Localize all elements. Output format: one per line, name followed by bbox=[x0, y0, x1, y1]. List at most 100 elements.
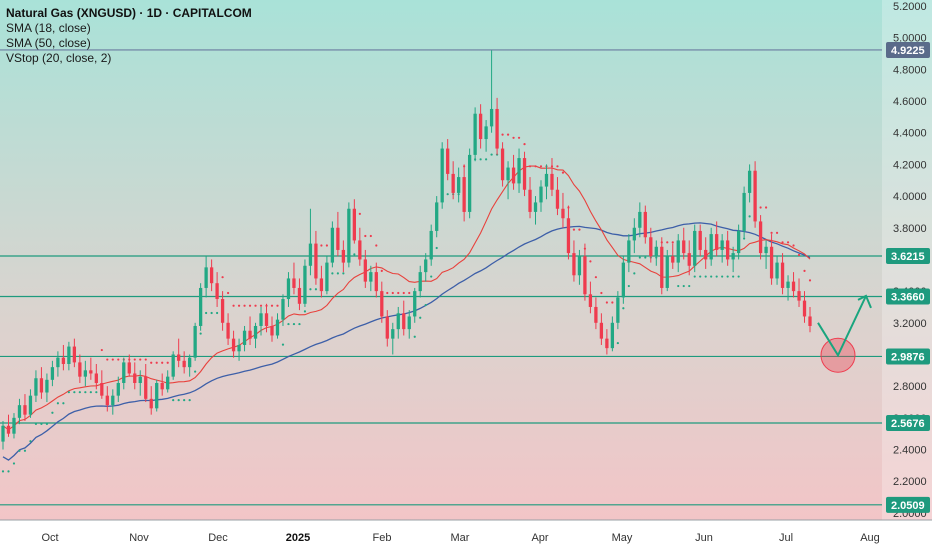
vstop-dot bbox=[232, 304, 235, 307]
vstop-dot bbox=[764, 206, 768, 209]
y-tick-label: 3.8000 bbox=[893, 223, 927, 235]
candle-body bbox=[632, 227, 636, 241]
candle-body bbox=[308, 243, 313, 266]
x-tick-label-2025: 2025 bbox=[286, 532, 310, 544]
y-tick-label: 4.6000 bbox=[893, 96, 927, 108]
candle-body bbox=[769, 246, 774, 279]
candle-body bbox=[358, 240, 362, 260]
projection-arrowhead bbox=[857, 294, 872, 309]
candle-body bbox=[462, 177, 466, 212]
candle-body bbox=[220, 299, 225, 323]
candle-body bbox=[374, 272, 378, 292]
x-tick-label-jun: Jun bbox=[695, 532, 713, 544]
vstop-dot bbox=[561, 171, 565, 174]
candle-body bbox=[138, 376, 142, 383]
candle-body bbox=[704, 249, 708, 260]
candle-body bbox=[555, 189, 560, 209]
candle-body bbox=[413, 291, 417, 317]
candle-body bbox=[478, 113, 483, 140]
y-tick-label: 2.4000 bbox=[893, 445, 927, 457]
candle-body bbox=[665, 256, 669, 288]
candle-body bbox=[83, 370, 87, 377]
price-tag bbox=[886, 288, 930, 305]
vstop-dot bbox=[775, 231, 779, 234]
candle-body bbox=[116, 382, 120, 396]
vstop-dot bbox=[1, 470, 5, 473]
vstop-dot bbox=[413, 335, 416, 338]
candle-body bbox=[610, 322, 615, 349]
candle-body bbox=[467, 154, 472, 212]
price-tag-label: 3.6215 bbox=[891, 251, 925, 263]
vstop-dot bbox=[12, 462, 16, 465]
candle-body bbox=[797, 291, 801, 301]
candle-body bbox=[385, 316, 389, 339]
candle-body bbox=[742, 192, 746, 231]
candle-body bbox=[270, 325, 274, 336]
vstop-dot bbox=[710, 275, 713, 278]
candles bbox=[1, 50, 812, 450]
candle-body bbox=[550, 173, 554, 190]
y-tick-label: 4.8000 bbox=[893, 64, 927, 76]
vstop-dot bbox=[704, 275, 707, 278]
candle-body bbox=[188, 357, 192, 368]
x-tick-label-nov: Nov bbox=[129, 532, 149, 544]
candle-body bbox=[177, 354, 181, 361]
candle-body bbox=[715, 234, 719, 250]
chart-legend: Natural Gas (XNGUSD) · 1D · CAPITALCOM S… bbox=[6, 6, 252, 66]
candle-body bbox=[39, 378, 44, 393]
candle-body bbox=[577, 256, 582, 276]
candle-body bbox=[171, 354, 175, 377]
vstop-dot bbox=[424, 303, 427, 307]
legend-sma18: SMA (18, close) bbox=[6, 21, 91, 35]
candle-body bbox=[275, 319, 280, 336]
candle-body bbox=[330, 227, 335, 263]
vstop-dot bbox=[281, 343, 285, 346]
vstop-dot bbox=[808, 279, 812, 282]
vstop-dot bbox=[216, 311, 219, 315]
candle-body bbox=[506, 167, 510, 181]
vstop-dot bbox=[726, 275, 729, 278]
vstop-dot bbox=[45, 422, 49, 425]
x-tick-label-apr: Apr bbox=[531, 532, 548, 544]
candle-body bbox=[133, 373, 137, 383]
projection-arrow bbox=[817, 294, 872, 373]
vstop-dot bbox=[534, 165, 537, 168]
vstop-dot bbox=[34, 422, 38, 425]
vstop-dot bbox=[638, 256, 641, 259]
candle-body bbox=[605, 338, 609, 349]
vstop-dot bbox=[166, 361, 169, 364]
x-tick-label-mar: Mar bbox=[451, 532, 470, 544]
y-tick-label: 3.2000 bbox=[893, 318, 927, 330]
candle-body bbox=[402, 313, 406, 330]
candle-body bbox=[599, 322, 604, 339]
vstop-dot bbox=[594, 276, 597, 279]
candle-body bbox=[693, 230, 697, 266]
vstop-dot bbox=[770, 231, 773, 234]
vstop-dot bbox=[759, 206, 762, 209]
candle-body bbox=[352, 208, 356, 241]
candle-body bbox=[50, 367, 55, 380]
price-tags: 4.9225 3.6215 3.3660 2.9876 2.5676 2.0509 bbox=[886, 41, 930, 513]
candle-body bbox=[319, 278, 324, 292]
candle-body bbox=[588, 294, 593, 307]
candle-body bbox=[802, 300, 807, 317]
vstop-dot bbox=[320, 244, 323, 247]
candle-body bbox=[363, 259, 367, 282]
candle-body bbox=[155, 382, 159, 409]
y-tick-label: 4.0000 bbox=[893, 191, 927, 203]
candle-body bbox=[78, 362, 82, 377]
candle-body bbox=[72, 346, 77, 363]
x-tick-label-may: May bbox=[612, 532, 633, 544]
vstop-dot bbox=[106, 358, 109, 361]
candle-body bbox=[127, 362, 131, 374]
candle-body bbox=[621, 262, 625, 298]
vstop-dot bbox=[397, 291, 400, 295]
candle-body bbox=[407, 316, 411, 330]
vstop-dot bbox=[144, 358, 147, 361]
vstop-dot bbox=[23, 449, 27, 452]
candle-body bbox=[61, 357, 66, 364]
vstop-dot bbox=[29, 440, 32, 443]
vstop-dot bbox=[633, 272, 636, 275]
vstop-dot bbox=[408, 291, 411, 295]
